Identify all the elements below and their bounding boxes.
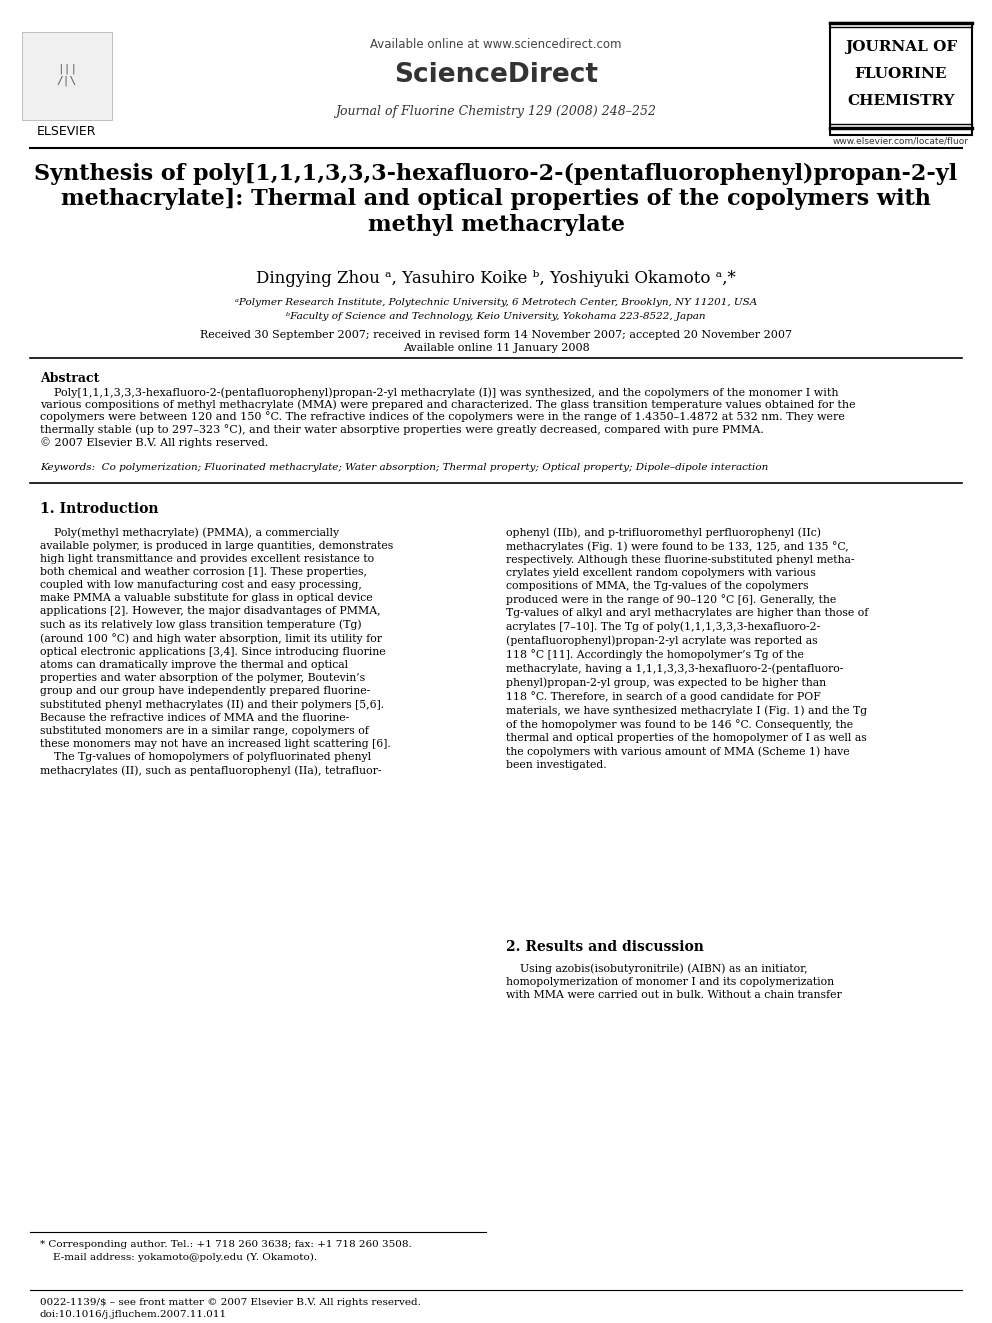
FancyBboxPatch shape <box>830 22 972 135</box>
Text: Journal of Fluorine Chemistry 129 (2008) 248–252: Journal of Fluorine Chemistry 129 (2008)… <box>335 105 657 118</box>
Text: Synthesis of poly[1,1,1,3,3,3-hexafluoro-2-(pentafluorophenyl)propan-2-yl
methac: Synthesis of poly[1,1,1,3,3,3-hexafluoro… <box>35 163 957 235</box>
Text: ELSEVIER: ELSEVIER <box>38 124 97 138</box>
Text: doi:10.1016/j.jfluchem.2007.11.011: doi:10.1016/j.jfluchem.2007.11.011 <box>40 1310 227 1319</box>
Text: Received 30 September 2007; received in revised form 14 November 2007; accepted : Received 30 September 2007; received in … <box>200 329 792 340</box>
Text: Using azobis(isobutyronitrile) (AIBN) as an initiator,
homopolymerization of mon: Using azobis(isobutyronitrile) (AIBN) as… <box>506 963 842 1000</box>
Text: * Corresponding author. Tel.: +1 718 260 3638; fax: +1 718 260 3508.: * Corresponding author. Tel.: +1 718 260… <box>40 1240 412 1249</box>
Text: JOURNAL OF: JOURNAL OF <box>845 40 957 54</box>
Text: ᵇFaculty of Science and Technology, Keio University, Yokohama 223-8522, Japan: ᵇFaculty of Science and Technology, Keio… <box>287 312 705 321</box>
Text: |||
/|\: ||| /|\ <box>57 64 77 86</box>
Text: ScienceDirect: ScienceDirect <box>394 62 598 89</box>
Text: ᵃPolymer Research Institute, Polytechnic University, 6 Metrotech Center, Brookly: ᵃPolymer Research Institute, Polytechnic… <box>235 298 757 307</box>
Text: Poly(methyl methacrylate) (PMMA), a commercially
available polymer, is produced : Poly(methyl methacrylate) (PMMA), a comm… <box>40 527 393 775</box>
Text: Abstract: Abstract <box>40 372 99 385</box>
Text: E-mail address: yokamoto@poly.edu (Y. Okamoto).: E-mail address: yokamoto@poly.edu (Y. Ok… <box>40 1253 317 1262</box>
Text: www.elsevier.com/locate/fluor: www.elsevier.com/locate/fluor <box>833 138 969 146</box>
Text: 1. Introduction: 1. Introduction <box>40 501 159 516</box>
Text: Available online 11 January 2008: Available online 11 January 2008 <box>403 343 589 353</box>
Text: 0022-1139/$ – see front matter © 2007 Elsevier B.V. All rights reserved.: 0022-1139/$ – see front matter © 2007 El… <box>40 1298 421 1307</box>
Text: Poly[1,1,1,3,3,3-hexafluoro-2-(pentafluorophenyl)propan-2-yl methacrylate (I)] w: Poly[1,1,1,3,3,3-hexafluoro-2-(pentafluo… <box>40 388 856 447</box>
Text: ophenyl (IIb), and p-trifluoromethyl perfluorophenyl (IIc)
methacrylates (Fig. 1: ophenyl (IIb), and p-trifluoromethyl per… <box>506 527 868 770</box>
Text: Available online at www.sciencedirect.com: Available online at www.sciencedirect.co… <box>370 38 622 52</box>
Text: CHEMISTRY: CHEMISTRY <box>847 94 954 108</box>
Text: 2. Results and discussion: 2. Results and discussion <box>506 941 704 954</box>
FancyBboxPatch shape <box>22 32 112 120</box>
Text: Keywords:  Co polymerization; Fluorinated methacrylate; Water absorption; Therma: Keywords: Co polymerization; Fluorinated… <box>40 463 768 472</box>
Text: FLUORINE: FLUORINE <box>855 67 947 81</box>
Text: Dingying Zhou ᵃ, Yasuhiro Koike ᵇ, Yoshiyuki Okamoto ᵃ,*: Dingying Zhou ᵃ, Yasuhiro Koike ᵇ, Yoshi… <box>256 270 736 287</box>
